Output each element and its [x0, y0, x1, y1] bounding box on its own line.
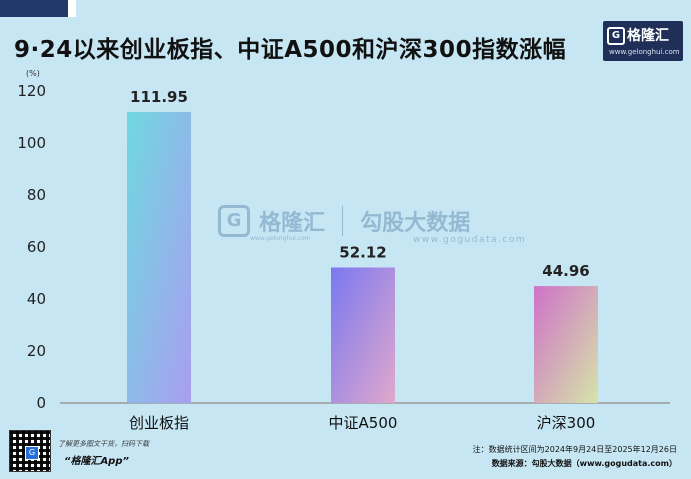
bar-value-label: 111.95	[130, 88, 188, 106]
brand-logo: G 格隆汇	[607, 25, 669, 45]
watermark-divider	[342, 206, 344, 236]
y-tick-label: 0	[36, 394, 46, 412]
bar	[331, 267, 395, 403]
y-tick-label: 40	[27, 290, 46, 308]
data-note: 注：数据统计区间为2024年9月24日至2025年12月26日	[472, 445, 677, 454]
y-tick-label: 120	[17, 82, 46, 100]
brand-g-icon: G	[607, 27, 625, 45]
y-tick-label: 20	[27, 342, 46, 360]
bar-value-label: 44.96	[542, 262, 589, 280]
qr-code: G	[9, 430, 51, 472]
y-tick-label: 80	[27, 186, 46, 204]
brand-logo-box: G 格隆汇 www.gelonghui.com	[603, 21, 683, 61]
watermark-name2: 勾股大数据	[360, 211, 471, 236]
watermark-url2: www.gogudata.com	[413, 235, 527, 245]
chart-title: 9·24以来创业板指、中证A500和沪深300指数涨幅	[14, 37, 567, 63]
x-category-label: 沪深300	[537, 414, 596, 432]
y-tick-label: 60	[27, 238, 46, 256]
bar-value-label: 52.12	[339, 243, 386, 261]
brand-url: www.gelonghui.com	[609, 48, 680, 56]
y-unit-label: (%)	[26, 69, 40, 78]
x-category-label: 创业板指	[129, 414, 189, 432]
qr-logo-icon: G	[25, 446, 39, 460]
x-category-label: 中证A500	[329, 414, 398, 432]
watermark: G 格隆汇 勾股大数据 www.gelonghui.com www.goguda…	[218, 205, 525, 245]
watermark-url1: www.gelonghui.com	[250, 235, 311, 242]
watermark-g-icon: G	[218, 205, 250, 237]
corner-stripe	[68, 0, 76, 17]
bar	[534, 286, 598, 403]
data-source: 数据来源：勾股大数据（www.gogudata.com）	[491, 459, 677, 468]
app-promo-text: 了解更多图文干货，扫码下载	[58, 440, 149, 448]
bar	[127, 111, 191, 404]
y-tick-label: 100	[17, 134, 46, 152]
brand-name: 格隆汇	[627, 28, 669, 44]
corner-tab	[0, 0, 68, 17]
watermark-name: 格隆汇	[259, 211, 326, 236]
app-name: “格隆汇App”	[64, 456, 129, 467]
